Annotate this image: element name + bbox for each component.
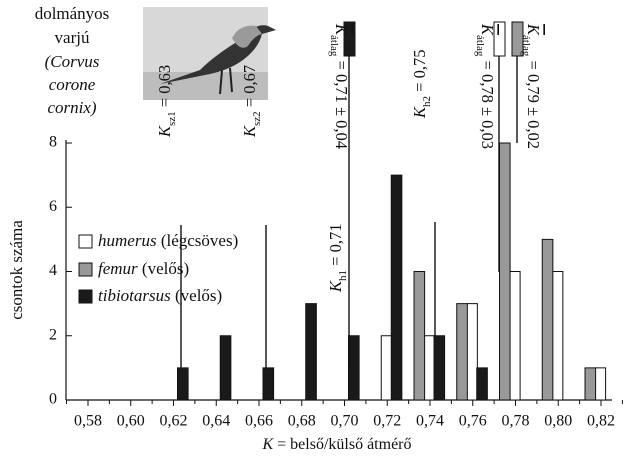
annotation-subscript: átlag: [474, 35, 486, 57]
annotation-value: = 0,75: [410, 50, 429, 96]
annotation-subscript: h2: [421, 96, 433, 107]
y-tick-label: 4: [49, 262, 57, 279]
annotation-value: = 0,78 ± 0,03: [478, 56, 497, 149]
photo-caption: (Corvus: [45, 52, 100, 71]
annotation-value: = 0,71: [326, 224, 345, 270]
y-axis-label: csontok száma: [7, 220, 26, 320]
x-axis-label-symbol: K: [261, 436, 274, 453]
annotation-value: = 0,71 ± 0,04: [332, 56, 351, 149]
annotation-value: = 0,79 ± 0,02: [524, 56, 543, 149]
x-axis-label-text: = belső/külső átmérő: [273, 436, 411, 453]
annotation: Ksz1 = 0,63: [155, 65, 178, 138]
bar: [476, 367, 488, 401]
annotation-subscript: sz2: [251, 111, 263, 126]
annotation-symbol: K: [332, 23, 351, 36]
annotation-symbol: K: [410, 106, 429, 119]
bar: [262, 367, 275, 401]
x-tick-label: 0,62: [160, 413, 188, 430]
legend-swatch: [78, 234, 93, 249]
x-tick-label: 0,72: [373, 413, 401, 430]
annotation: Ksz2 = 0,67: [240, 65, 263, 138]
x-tick-label: 0,82: [587, 413, 615, 430]
legend-italic: tibiotarsus: [98, 286, 171, 305]
annotation-value: = 0,67: [240, 65, 259, 111]
x-tick-label: 0,70: [331, 413, 359, 430]
annotation-symbol: K: [155, 125, 174, 138]
annotation-subscript: sz1: [166, 111, 178, 126]
x-tick-label: 0,60: [117, 413, 145, 430]
bar: [541, 238, 554, 401]
bar: [219, 335, 232, 401]
bar: [433, 335, 446, 401]
x-axis-label: K = belső/külső átmérő: [261, 436, 411, 453]
x-tick-label: 0,66: [245, 413, 273, 430]
bar: [177, 367, 189, 401]
annotation: Kh2 = 0,75: [410, 50, 433, 119]
bar: [594, 367, 607, 401]
bar: [423, 335, 436, 401]
x-tick-label: 0,78: [502, 413, 530, 430]
annotation: Kátlag = 0,79 ± 0,02: [520, 23, 543, 149]
annotation-value: = 0,63: [155, 65, 174, 111]
y-tick-label: 6: [49, 198, 57, 215]
bar: [456, 303, 468, 401]
y-tick-label: 8: [49, 134, 57, 151]
bar: [305, 303, 317, 401]
legend-note: (velős): [138, 259, 189, 278]
legend-label: femur (velős): [98, 259, 189, 278]
legend-label: tibiotarsus (velős): [98, 286, 222, 305]
x-tick-label: 0,68: [288, 413, 316, 430]
bar: [499, 142, 511, 401]
x-tick-label: 0,76: [459, 413, 487, 430]
annotation-symbol: K: [478, 23, 497, 36]
x-tick-label: 0,74: [416, 413, 444, 430]
bar: [584, 367, 597, 401]
bar: [551, 271, 564, 401]
legend-swatch: [78, 262, 93, 277]
bar: [466, 303, 478, 401]
legend-swatch: [78, 289, 93, 304]
legend-italic: humerus: [98, 231, 157, 250]
annotation-subscript: átlag: [328, 35, 340, 57]
y-tick-label: 0: [49, 391, 57, 408]
bar: [348, 335, 360, 401]
legend-label: humerus (légcsöves): [98, 231, 238, 250]
annotation: Kátlag = 0,78 ± 0,03: [474, 23, 497, 149]
x-tick-label: 0,80: [544, 413, 572, 430]
bar: [380, 335, 393, 401]
annotation-symbol: K: [524, 23, 543, 36]
legend-note: (velős): [171, 286, 222, 305]
photo: [143, 7, 276, 100]
legend-italic: femur: [98, 259, 138, 278]
photo-caption: corone: [49, 75, 96, 94]
photo-caption: cornix): [47, 98, 96, 117]
photo-caption: varjú: [55, 28, 90, 47]
bar: [509, 271, 521, 401]
y-tick-label: 2: [49, 326, 57, 343]
annotation: Kátlag = 0,71 ± 0,04: [328, 23, 351, 149]
annotation-symbol: K: [240, 125, 259, 138]
annotation-subscript: h1: [337, 270, 349, 281]
x-tick-label: 0,64: [202, 413, 230, 430]
bar: [390, 174, 403, 401]
annotation-symbol: K: [326, 280, 345, 293]
legend-note: (légcsöves): [157, 231, 239, 250]
x-tick-label: 0,58: [74, 413, 102, 430]
annotation-subscript: átlag: [520, 35, 532, 57]
annotation: Kh1 = 0,71: [326, 224, 349, 293]
bar: [413, 271, 426, 401]
photo-caption: dolmányos: [35, 4, 110, 23]
